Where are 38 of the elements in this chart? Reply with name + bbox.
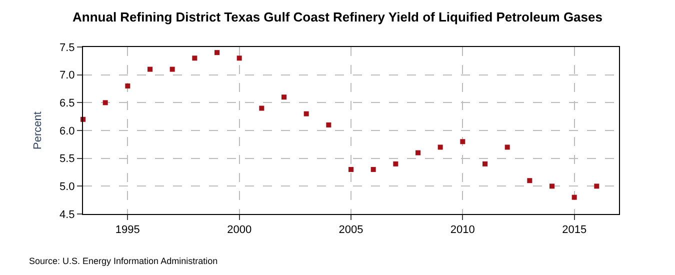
point bbox=[236, 56, 242, 61]
point bbox=[504, 144, 510, 150]
point bbox=[214, 50, 220, 56]
point bbox=[326, 122, 332, 128]
point bbox=[460, 139, 466, 144]
x-tick-label: 2010 bbox=[450, 224, 475, 236]
chart-title: Annual Refining District Texas Gulf Coast Refinery Yield of Liquified Petroleum Gases bbox=[72, 9, 602, 24]
x-tick-label: 2015 bbox=[562, 224, 587, 236]
point bbox=[393, 161, 398, 166]
point bbox=[102, 100, 108, 106]
y-tick-label: 5.0 bbox=[60, 181, 75, 194]
point bbox=[192, 56, 198, 61]
point bbox=[550, 184, 554, 189]
y-axis-title: Percent bbox=[32, 112, 44, 150]
point bbox=[594, 184, 600, 189]
y-tick-label: 7.0 bbox=[60, 70, 75, 82]
y-tick-label: 6.0 bbox=[60, 125, 75, 138]
x-tick-label: 2005 bbox=[338, 224, 364, 236]
point bbox=[170, 66, 175, 72]
x-tick-label: 2000 bbox=[227, 224, 252, 236]
y-tick-label: 5.5 bbox=[60, 153, 75, 166]
y-tick-label: 6.5 bbox=[60, 98, 75, 110]
point bbox=[370, 166, 376, 172]
point bbox=[348, 166, 354, 172]
point bbox=[259, 106, 264, 111]
point bbox=[482, 161, 488, 166]
y-tick-label: 4.5 bbox=[60, 208, 75, 221]
point bbox=[282, 94, 286, 100]
point bbox=[416, 150, 420, 156]
point bbox=[572, 194, 577, 200]
x-tick-label: 1995 bbox=[115, 224, 140, 236]
point bbox=[148, 66, 152, 72]
y-tick-label: 7.5 bbox=[60, 42, 75, 54]
point bbox=[527, 178, 532, 184]
point bbox=[304, 111, 309, 116]
point bbox=[438, 144, 443, 150]
source-note: Source: U.S. Energy Information Administration bbox=[29, 256, 218, 266]
point bbox=[125, 83, 130, 88]
